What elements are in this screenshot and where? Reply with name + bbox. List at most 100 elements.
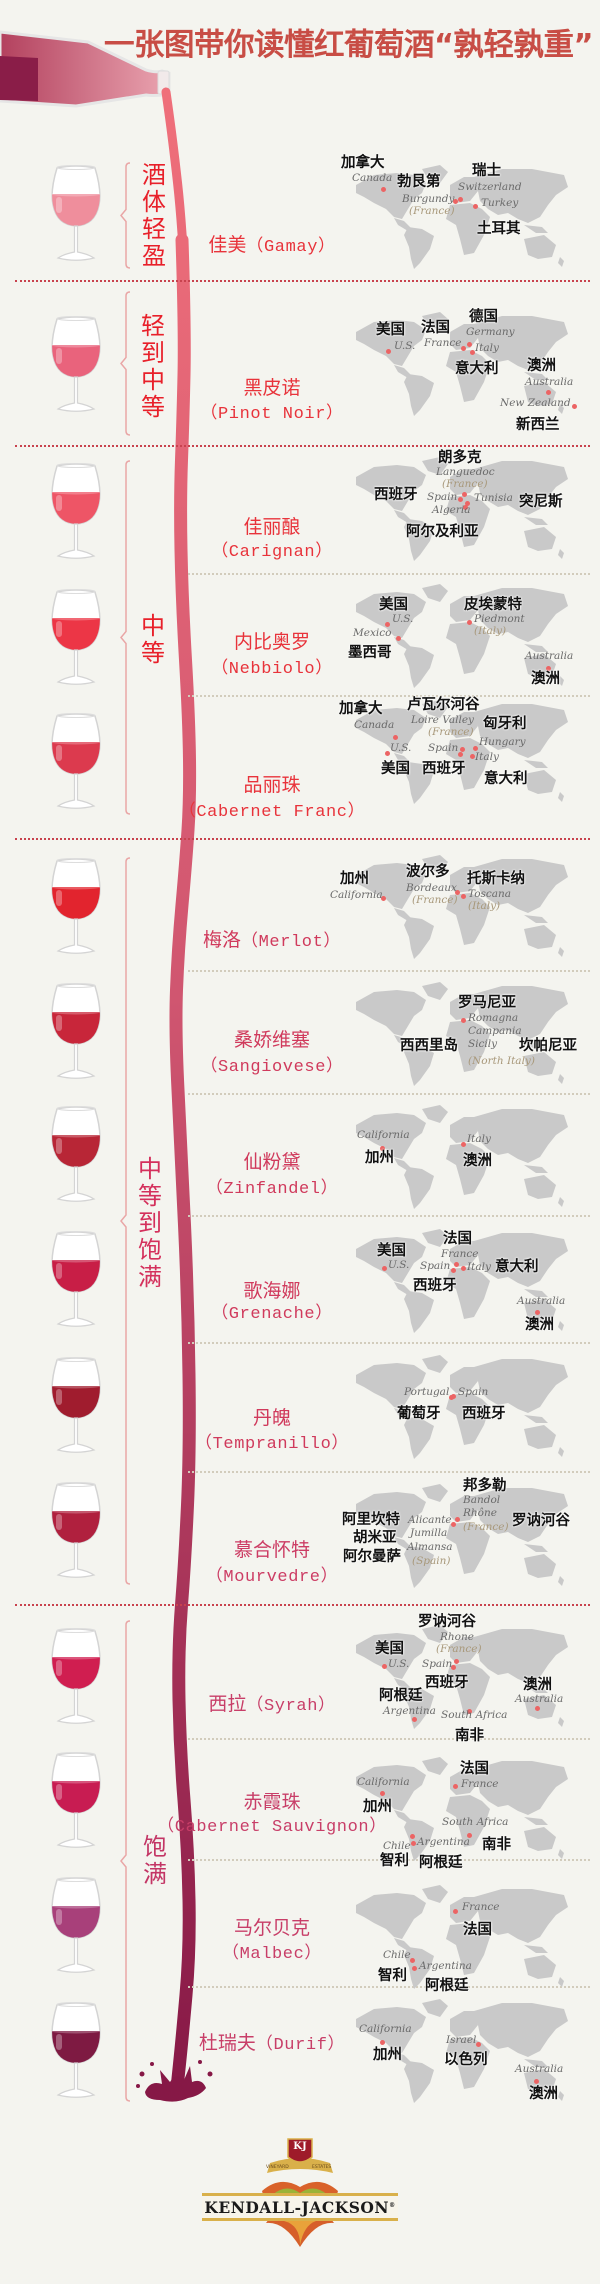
continent-shape [422,584,448,602]
continent-shape [474,1233,568,1287]
region-dot-marker [453,1658,459,1664]
continent-shape [422,165,448,183]
continent-shape [524,925,556,949]
continent-shape [474,316,568,370]
continent-shape [422,1625,448,1643]
wine-name-chinese: 黑皮诺 [243,377,300,400]
continent-shape [356,1363,426,1409]
logo-monogram: KJ [293,2141,307,2152]
continent-shape [422,457,448,475]
wine-name-chinese: 歌海娜 [243,1280,300,1303]
continent-shape [394,1035,412,1048]
region-dot-marker [380,186,386,192]
region-dot-marker [454,889,460,895]
continent-shape [450,1241,478,1267]
splash-droplet [150,2062,154,2066]
region-name-chinese: 阿根廷 [419,1855,463,1871]
region-name-english: France [424,337,462,349]
region-dot-marker [534,1705,540,1711]
continent-shape [524,1945,548,1953]
continent-shape [558,1321,564,1331]
region-name-chinese: 意大利 [484,771,528,787]
region-dot-marker [534,1309,540,1315]
region-name-chinese: 阿尔曼萨 [343,1549,401,1565]
region-country-english: (France) [463,1521,509,1533]
region-name-english: Languedoc [436,466,495,478]
continent-shape [404,917,434,959]
continent-shape [558,1447,564,1457]
region-dot-marker [411,1965,417,1971]
continent-shape [446,622,490,674]
continent-shape [524,1817,548,1825]
region-dot-marker [450,1664,456,1670]
continent-shape [524,1175,556,1199]
region-name-english: Switzerland [458,181,522,193]
stream-top [161,87,189,267]
region-name-english: Australia [525,650,574,662]
region-name-chinese: 澳洲 [529,2086,558,2102]
region-name-chinese: 智利 [380,1853,409,1869]
region-name-chinese: 阿根廷 [379,1688,423,1704]
continent-shape [450,1769,478,1795]
region-name-english: Toscana [468,888,512,900]
region-name-english: Bordeaux [406,882,457,894]
logo-banner-left: VINEYARD [266,2165,289,2170]
region-name-english: Spain [422,1658,453,1670]
region-dot-marker [409,1833,415,1839]
wine-name-english: （Sangiovese） [200,1055,343,1079]
continent-shape [394,1282,412,1295]
region-name-chinese: 西班牙 [413,1278,457,1294]
continent-shape [474,704,568,758]
region-dot-marker [411,1716,417,1722]
continent-shape [558,1197,564,1207]
wine-name-english: （Cabernet Sauvignon） [157,1815,387,1839]
region-name-chinese: 法国 [443,1231,472,1247]
wine-name-chinese: 仙粉黛 [243,1151,300,1174]
wine-name-english: （Durif） [255,2036,346,2055]
splash-droplet [139,2071,145,2077]
region-dot-marker [460,1265,466,1271]
region-name-chinese: 澳洲 [531,671,560,687]
continent-shape [450,177,478,203]
region-name-english: Turkey [481,197,519,209]
continent-shape [450,596,478,622]
continent-shape [356,1893,426,1939]
continent-shape [404,1044,434,1086]
region-dot-marker [379,1790,385,1796]
continent-shape [422,1757,448,1775]
category-label: 中等 [141,612,165,667]
continent-shape [446,1020,490,1072]
wine-name-english-text: （Cabernet Franc） [178,803,366,822]
region-name-chinese: 澳洲 [463,1153,492,1169]
continent-shape [524,1425,556,1449]
category-label: 轻到中等 [141,311,165,421]
region-name-english: Australia [515,1693,564,1705]
wine-name-chinese: 内比奥罗 [234,631,310,654]
continent-shape [404,1546,434,1588]
continent-shape [524,1415,548,1423]
region-name-chinese: 澳洲 [527,358,556,374]
region-country-english: (France) [442,478,488,490]
world-map [356,855,568,959]
continent-shape [558,1977,564,1987]
region-name-english: Rhone [440,1631,474,1643]
continent-shape [356,708,426,754]
category-label: 酒体轻盈 [142,160,166,270]
region-name-chinese: 加拿大 [341,155,385,171]
region-name-english: Campania [468,1025,522,1037]
wine-name: 杜瑞夫（Durif） [199,2032,345,2057]
splash-droplet [198,2060,202,2064]
continent-shape [446,738,490,790]
continent-shape [558,1849,564,1859]
continent-shape [356,1633,426,1679]
region-name-chinese: 法国 [463,1922,492,1938]
region-name-chinese: 突尼斯 [519,494,563,510]
wine-name-chinese-text: 赤霞珠 [243,1791,301,1813]
wine-name-english-text: （Malbec） [221,1945,323,1964]
wine-name-chinese-text: 佳丽酿 [243,516,301,538]
section-divider [15,445,590,447]
continent-shape [404,227,434,269]
wine-name-chinese: 慕合怀特 [234,1539,310,1562]
continent-shape [450,994,478,1020]
region-name-english: Australia [515,2063,564,2075]
